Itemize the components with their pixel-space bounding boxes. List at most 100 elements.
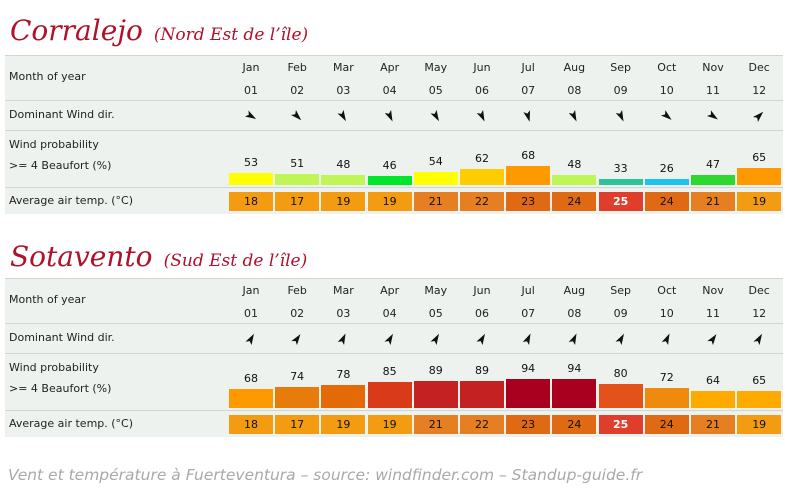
wind-probability-bar (552, 174, 597, 185)
wind-probability-value: 33 (613, 162, 628, 175)
month-name: Sep (610, 61, 631, 74)
month-cell: Dec 12 (737, 60, 781, 98)
air-temp-cell: 19 (367, 415, 412, 434)
month-number: 06 (475, 84, 489, 97)
air-temp-cell: 17 (275, 192, 320, 211)
row-label-wind-prob: Wind probability (9, 361, 99, 374)
wind-probability-value: 74 (290, 369, 305, 383)
month-number: 10 (659, 307, 674, 320)
month-name: Oct (657, 61, 677, 74)
wind-probability-bar (552, 378, 597, 408)
month-name: Jan (242, 284, 260, 297)
air-temp-cell: 17 (275, 415, 320, 434)
wind-probability-bar (460, 380, 504, 408)
wind-probability-bar (644, 179, 689, 185)
wind-probability-value: 89 (475, 363, 489, 377)
wind-probability-bar (413, 172, 458, 185)
month-number: 04 (382, 84, 397, 97)
month-cell: Aug 08 (552, 283, 596, 321)
wind-probability-bar (506, 378, 551, 408)
wind-probability-value: 62 (475, 151, 489, 165)
row-label-air-temp: Average air temp. (°C) (9, 194, 134, 207)
air-temp-cell: 19 (367, 192, 412, 211)
wind-probability-bar (413, 380, 458, 408)
month-name: Nov (702, 284, 724, 297)
month-cell: Jul 07 (506, 60, 550, 98)
air-temp-cell: 23 (506, 415, 551, 434)
month-name: Dec (748, 284, 770, 297)
month-cell: Jun 06 (460, 283, 504, 321)
month-name: Jan (242, 61, 260, 74)
month-number: 12 (752, 307, 767, 320)
wind-probability-bar (598, 179, 643, 185)
row-label-air-temp: Average air temp. (°C) (9, 417, 134, 430)
wind-probability-bar (691, 175, 735, 185)
footer-caption: Vent et température à Fuerteventura – so… (8, 466, 643, 484)
air-temp-cell: 22 (460, 415, 504, 434)
wind-probability-value: 78 (336, 368, 351, 382)
month-cell: Mar 03 (321, 283, 365, 321)
wind-probability-value: 65 (752, 150, 767, 164)
month-number: 09 (613, 84, 628, 97)
row-label-wind-prob-unit: >= 4 Beaufort (%) (9, 159, 112, 172)
wind-probability-value: 48 (336, 157, 351, 171)
row-label-wind-dir: Dominant Wind dir. (9, 331, 115, 344)
air-temp-row: Average air temp. (°C) 18 17 19 19 21 22 23 24 25… (5, 187, 783, 214)
wind-probability-value: 72 (659, 370, 674, 384)
air-temp-row: Average air temp. (°C) 18 17 19 19 21 22 23 24 25… (5, 410, 783, 437)
month-cell: Jul 07 (506, 283, 550, 321)
wind-probability-bar (737, 390, 782, 408)
month-cell: Jan 01 (229, 60, 273, 98)
month-name: Jun (473, 61, 491, 74)
wind-probability-value: 48 (567, 157, 582, 171)
month-cell: May 05 (414, 60, 458, 98)
wind-probability-bar (229, 172, 273, 185)
month-name: Mar (333, 61, 354, 74)
title-text: Sotavento (10, 240, 153, 273)
month-number: 01 (244, 307, 258, 320)
month-number: 02 (290, 307, 305, 320)
wind-probability-bar (737, 167, 782, 185)
month-number: 03 (336, 84, 351, 97)
month-name: May (424, 284, 448, 297)
month-cell: Feb 02 (275, 283, 319, 321)
row-label-wind-dir: Dominant Wind dir. (9, 108, 115, 121)
chart-title-sotavento: Sotavento (Sud Est de l’île) (10, 240, 307, 273)
month-name: Dec (748, 61, 770, 74)
air-temp-cell: 19 (321, 415, 366, 434)
month-number: 05 (428, 84, 443, 97)
wind-probability-value: 68 (244, 372, 258, 386)
wind-probability-value: 47 (706, 158, 720, 172)
month-cell: Oct 10 (645, 283, 689, 321)
month-row: Month of year Jan 01 Feb 02 Mar 03 Apr 04 May 05 Ju… (5, 55, 783, 100)
wind-probability-value: 26 (659, 162, 674, 175)
month-number: 11 (706, 307, 720, 320)
month-number: 12 (752, 84, 767, 97)
month-cell: Oct 10 (645, 60, 689, 98)
chart-title-corralejo: Corralejo (Nord Est de l’île) (10, 14, 308, 47)
month-name: Apr (380, 61, 400, 74)
wind-probability-row: Wind probability >= 4 Beaufort (%) 53 51 48 4… (5, 130, 783, 187)
air-temp-cell: 18 (229, 415, 273, 434)
month-number: 07 (521, 307, 536, 320)
month-cell: Dec 12 (737, 283, 781, 321)
air-temp-cell: 21 (413, 192, 458, 211)
title-text: Corralejo (10, 14, 143, 47)
air-temp-cell: 19 (737, 192, 782, 211)
subtitle-text: (Sud Est de l’île) (163, 251, 308, 271)
month-name: Sep (610, 284, 631, 297)
month-name: Jul (521, 61, 535, 74)
month-number: 01 (244, 84, 258, 97)
wind-probability-value: 65 (752, 373, 767, 387)
wind-probability-bar (275, 173, 320, 185)
wind-probability-bar (275, 386, 320, 408)
row-label-wind-prob: Wind probability (9, 138, 99, 151)
wind-probability-bar (367, 382, 412, 408)
wind-probability-value: 94 (567, 361, 582, 375)
subtitle-text: (Nord Est de l’île) (153, 25, 309, 45)
wind-probability-bar (321, 174, 366, 185)
row-label-wind-prob-unit: >= 4 Beaufort (%) (9, 382, 112, 395)
month-cell: Mar 03 (321, 60, 365, 98)
month-cell: Jan 01 (229, 283, 273, 321)
month-name: May (424, 61, 448, 74)
